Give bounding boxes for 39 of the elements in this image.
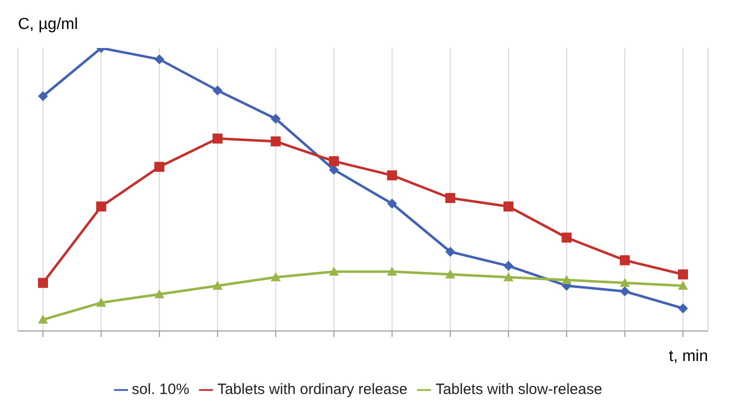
x-axis-title: t, min (668, 348, 708, 366)
point (562, 275, 572, 284)
point (620, 286, 630, 296)
point (328, 266, 339, 276)
point (503, 272, 514, 282)
point (387, 170, 398, 180)
point (212, 134, 223, 144)
point (445, 269, 456, 278)
point (38, 278, 48, 288)
point (38, 314, 48, 324)
point (620, 278, 630, 287)
y-axis-title: C, µg/ml (18, 16, 78, 34)
point (503, 201, 514, 212)
point (270, 136, 281, 146)
point (38, 91, 48, 102)
point (620, 255, 630, 266)
point (328, 164, 339, 175)
point (212, 280, 223, 290)
point (154, 289, 164, 298)
legend-label: Tablets with ordinary release (217, 381, 408, 398)
point (154, 54, 164, 64)
legend-label: Tablets with slow-release (435, 381, 602, 398)
point (678, 280, 688, 290)
point (387, 266, 398, 276)
point (562, 232, 572, 243)
point (270, 272, 281, 282)
point (445, 192, 456, 203)
point (212, 85, 223, 96)
point (503, 260, 514, 271)
point (678, 269, 688, 280)
point (445, 246, 456, 257)
point (96, 201, 106, 212)
point (328, 156, 339, 166)
point (678, 303, 688, 314)
point (270, 114, 281, 124)
point (96, 298, 106, 307)
point (154, 162, 164, 172)
point (387, 198, 398, 209)
legend-label: sol. 10% (132, 381, 190, 398)
